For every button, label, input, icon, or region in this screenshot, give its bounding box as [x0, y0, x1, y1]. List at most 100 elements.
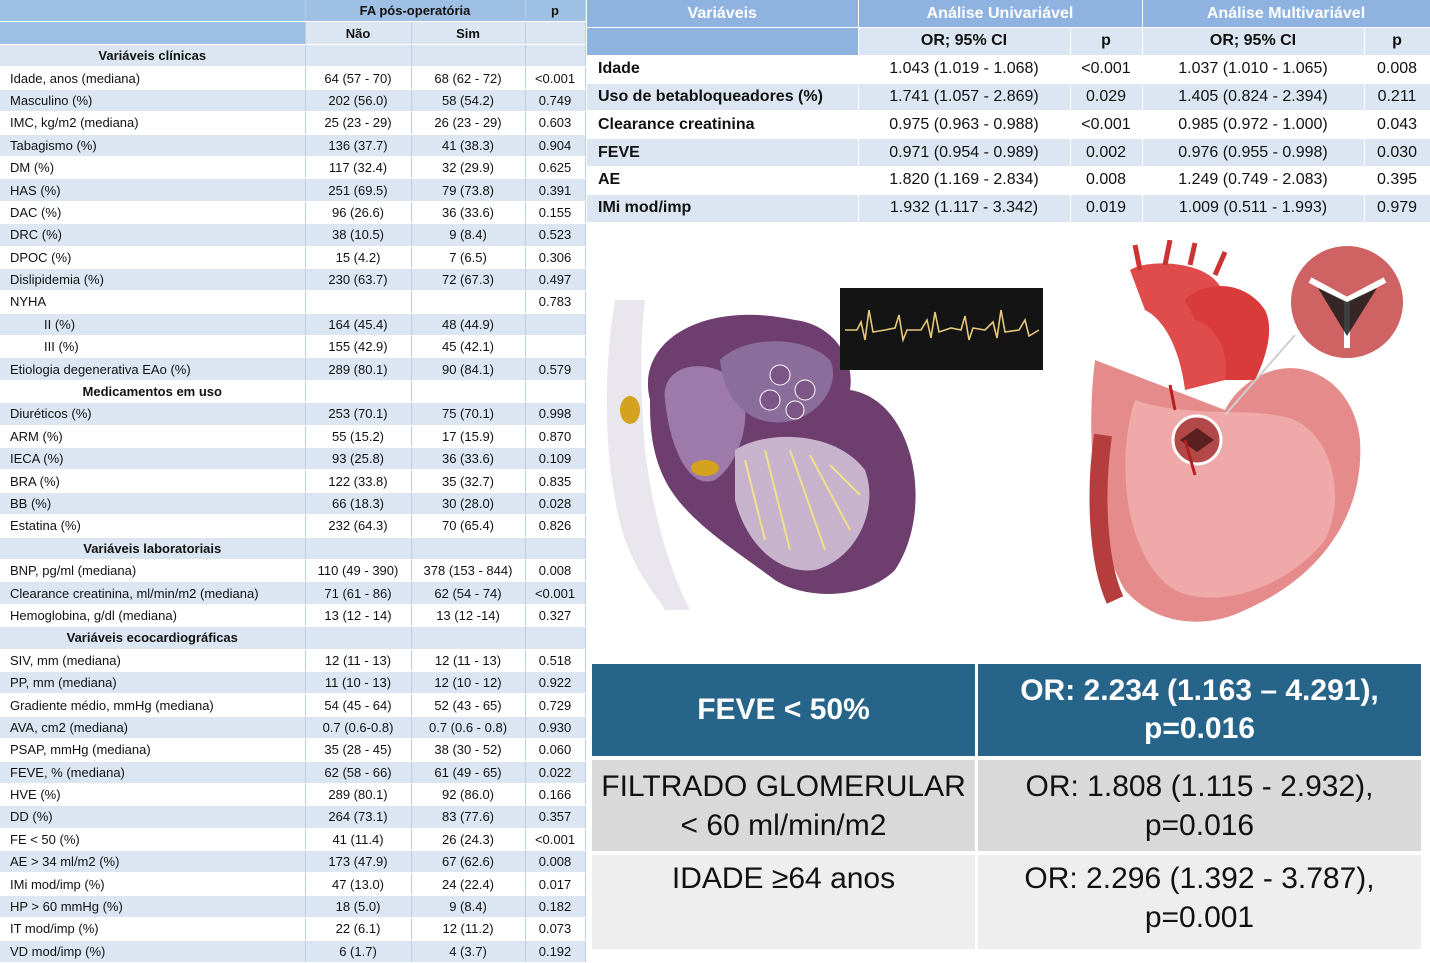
row-label: DAC (%) — [0, 201, 306, 225]
summary-label-cell: FILTRADO GLOMERULAR < 60 ml/min/m2 — [592, 760, 975, 851]
cell-sim: 9 (8.4) — [411, 223, 526, 247]
table-row: Diuréticos (%) 253 (70.1) 75 (70.1) 0.998 — [0, 402, 586, 426]
cell-nao: 122 (33.8) — [305, 469, 412, 493]
summary-value-line: OR: 2.234 (1.163 – 4.291), — [1020, 674, 1379, 707]
cell-multi-or: 1.249 (0.749 - 2.083) — [1142, 166, 1365, 195]
cell-p: <0.001 — [525, 581, 586, 605]
table-row: IMi mod/imp (%) 47 (13.0) 24 (22.4) 0.017 — [0, 872, 586, 896]
table-row: FE < 50 (%) 41 (11.4) 26 (24.3) <0.001 — [0, 828, 586, 852]
row-label: DRC (%) — [0, 223, 306, 247]
cell-p — [525, 626, 586, 650]
row-label: BB (%) — [0, 492, 306, 516]
cell-sim: 36 (33.6) — [411, 201, 526, 225]
table-row: AVA, cm2 (mediana) 0.7 (0.6-0.8) 0.7 (0.6 … — [0, 716, 586, 740]
row-label: Uso de betabloqueadores (%) — [587, 83, 859, 112]
row-label: FEVE, % (mediana) — [0, 761, 306, 784]
table-row: III (%) 155 (42.9) 45 (42.1) — [0, 335, 586, 359]
cell-sim: 68 (62 - 72) — [411, 66, 526, 90]
cell-nao — [305, 380, 412, 404]
cell-p: 0.998 — [525, 402, 586, 426]
header-multivariavel: Análise Multivariável — [1142, 0, 1430, 28]
header-univariavel: Análise Univariável — [858, 0, 1143, 28]
header-blank-cell — [0, 0, 306, 22]
summary-value-cell: OR: 1.808 (1.115 - 2.932), p=0.016 — [978, 760, 1421, 851]
right-table-header-row-1: Variáveis Análise Univariável Análise Mu… — [587, 0, 1430, 28]
row-label: DM (%) — [0, 156, 306, 180]
cell-nao: 11 (10 - 13) — [305, 671, 412, 695]
table-row: Hemoglobina, g/dl (mediana) 13 (12 - 14) 1… — [0, 604, 586, 628]
summary-value-line: OR: 2.296 (1.392 - 3.787), — [1024, 862, 1375, 895]
summary-label-line: IDADE ≥64 anos — [671, 862, 896, 895]
header-p: p — [525, 0, 586, 22]
table-row: Clearance creatinina, ml/min/m2 (mediana… — [0, 581, 586, 605]
summary-row-idade: IDADE ≥64 anos OR: 2.296 (1.392 - 3.787)… — [592, 855, 1421, 949]
cell-sim: 90 (84.1) — [411, 357, 526, 381]
cell-p — [525, 335, 586, 359]
section-label: Medicamentos em uso — [0, 380, 306, 404]
cell-sim: 13 (12 -14) — [411, 604, 526, 628]
summary-label-line: FEVE < 50% — [697, 693, 870, 726]
cell-sim: 26 (23 - 29) — [411, 111, 526, 135]
cell-nao: 155 (42.9) — [305, 335, 412, 359]
cell-nao: 117 (32.4) — [305, 156, 412, 180]
table-row: PSAP, mmHg (mediana) 35 (28 - 45) 38 (30 -… — [0, 738, 586, 762]
regression-table: Variáveis Análise Univariável Análise Mu… — [587, 0, 1430, 223]
cell-uni-or: 1.043 (1.019 - 1.068) — [858, 55, 1071, 84]
summary-value-line: p=0.016 — [1144, 808, 1255, 842]
cell-sim: 7 (6.5) — [411, 246, 526, 269]
cell-nao: 289 (80.1) — [305, 357, 412, 381]
cell-sim — [411, 290, 526, 314]
cell-p: 0.028 — [525, 492, 586, 516]
cell-p: 0.060 — [525, 738, 586, 762]
summary-label-line: < 60 ml/min/m2 — [680, 808, 887, 842]
row-label: VD mod/imp (%) — [0, 940, 306, 963]
cell-nao: 35 (28 - 45) — [305, 738, 412, 762]
cell-nao: 6 (1.7) — [305, 940, 412, 963]
cell-sim: 62 (54 - 74) — [411, 581, 526, 605]
section-header-row: Variáveis clínicas — [0, 44, 586, 68]
cell-p: 0.579 — [525, 357, 586, 381]
summary-value-cell: OR: 2.234 (1.163 – 4.291), p=0.016 — [978, 664, 1421, 756]
cell-nao: 22 (6.1) — [305, 917, 412, 941]
table-row: DRC (%) 38 (10.5) 9 (8.4) 0.523 — [0, 223, 586, 247]
cell-nao: 18 (5.0) — [305, 895, 412, 919]
summary-row-feve: FEVE < 50% OR: 2.234 (1.163 – 4.291), p=… — [592, 664, 1421, 756]
table-row: BNP, pg/ml (mediana) 110 (49 - 390) 378 (1… — [0, 559, 586, 583]
summary-results: FEVE < 50% OR: 2.234 (1.163 – 4.291), p=… — [592, 664, 1421, 949]
cell-p: <0.001 — [525, 828, 586, 852]
row-label: NYHA — [0, 290, 306, 314]
row-label: Clearance creatinina, ml/min/m2 (mediana… — [0, 581, 306, 605]
right-table-header-row-2: OR; 95% CI p OR; 95% CI p — [587, 27, 1430, 56]
section-header-row: Medicamentos em uso — [0, 380, 586, 404]
cell-sim — [411, 380, 526, 404]
cell-nao — [305, 537, 412, 560]
table-row: ARM (%) 55 (15.2) 17 (15.9) 0.870 — [0, 425, 586, 449]
cell-nao: 264 (73.1) — [305, 805, 412, 829]
table-row: Tabagismo (%) 136 (37.7) 41 (38.3) 0.904 — [0, 134, 586, 157]
cell-sim: 24 (22.4) — [411, 872, 526, 896]
table-row: HVE (%) 289 (80.1) 92 (86.0) 0.166 — [0, 783, 586, 807]
table-row: HP > 60 mmHg (%) 18 (5.0) 9 (8.4) 0.182 — [0, 895, 586, 919]
cell-nao: 96 (26.6) — [305, 201, 412, 225]
section-header-row: Variáveis ecocardiográficas — [0, 626, 586, 650]
header-variaveis: Variáveis — [587, 0, 859, 28]
row-label: IECA (%) — [0, 447, 306, 471]
cell-nao: 71 (61 - 86) — [305, 581, 412, 605]
cell-sim: 58 (54.2) — [411, 89, 526, 113]
cell-sim: 17 (15.9) — [411, 425, 526, 449]
table-row: Uso de betabloqueadores (%) 1.741 (1.057 … — [587, 83, 1430, 112]
cell-sim: 4 (3.7) — [411, 940, 526, 963]
left-table-header-row-2: Não Sim — [0, 21, 586, 45]
summary-value-cell: OR: 2.296 (1.392 - 3.787), p=0.001 — [978, 855, 1421, 949]
table-row: HAS (%) 251 (69.5) 79 (73.8) 0.391 — [0, 178, 586, 202]
cell-sim: 35 (32.7) — [411, 469, 526, 493]
table-row: BRA (%) 122 (33.8) 35 (32.7) 0.835 — [0, 469, 586, 493]
row-label: HP > 60 mmHg (%) — [0, 895, 306, 919]
table-row: DPOC (%) 15 (4.2) 7 (6.5) 0.306 — [0, 246, 586, 269]
cell-p: 0.022 — [525, 761, 586, 784]
summary-label-cell: FEVE < 50% — [592, 664, 975, 756]
cell-sim — [411, 537, 526, 560]
table-row: BB (%) 66 (18.3) 30 (28.0) 0.028 — [0, 492, 586, 516]
cell-p: 0.073 — [525, 917, 586, 941]
cell-multi-p: 0.979 — [1364, 194, 1430, 223]
